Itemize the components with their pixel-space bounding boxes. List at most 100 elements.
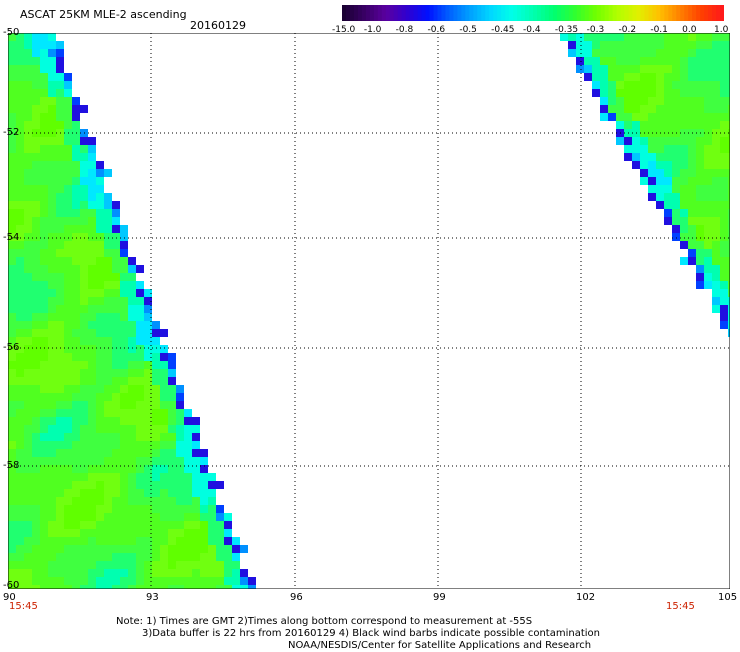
swath-cell <box>728 329 730 337</box>
swath-cell <box>24 505 32 513</box>
colorbar-segment <box>421 5 427 21</box>
swath-cell <box>32 361 40 369</box>
swath-cell <box>144 329 152 337</box>
swath-cell <box>136 457 144 465</box>
swath-cell <box>696 161 704 169</box>
swath-cell <box>48 169 56 177</box>
swath-cell <box>16 305 24 313</box>
swath-cell <box>168 489 176 497</box>
swath-cell <box>40 425 48 433</box>
lat-label-56: -56 <box>3 342 20 353</box>
swath-cell <box>16 465 24 473</box>
swath-cell <box>112 241 120 249</box>
swath-cell <box>664 145 672 153</box>
swath-cell <box>96 185 104 193</box>
swath-cell <box>168 369 176 377</box>
swath-cell <box>672 49 680 57</box>
swath-cell <box>56 145 64 153</box>
swath-cell <box>24 321 32 329</box>
lat-label-58: -58 <box>3 460 20 471</box>
swath-cell <box>144 401 152 409</box>
swath-cell <box>32 369 40 377</box>
swath-cell <box>16 209 24 217</box>
swath-cell <box>88 521 96 529</box>
swath-cell <box>104 425 112 433</box>
swath-cell <box>184 417 192 425</box>
swath-cell <box>136 385 144 393</box>
swath-cell <box>96 305 104 313</box>
swath-cell <box>48 489 56 497</box>
colorbar-segment <box>576 5 582 21</box>
colorbar-segment <box>568 5 574 21</box>
swath-cell <box>160 465 168 473</box>
swath-cell <box>120 273 128 281</box>
swath-cell <box>72 145 80 153</box>
colorbar-segment <box>716 5 721 21</box>
swath-cell <box>16 81 24 89</box>
swath-cell <box>32 217 40 225</box>
colorbar <box>342 5 724 21</box>
swath-cell <box>8 585 16 589</box>
swath-cell <box>720 225 728 233</box>
colorbar-segment <box>457 5 462 21</box>
swath-cell <box>64 257 72 265</box>
swath-cell <box>104 345 112 353</box>
swath-cell <box>184 521 192 529</box>
swath-cell <box>24 465 32 473</box>
colorbar-segment <box>536 5 542 21</box>
swath-cell <box>624 97 632 105</box>
swath-cell <box>128 305 136 313</box>
swath-cell <box>40 153 48 161</box>
swath-cell <box>696 185 704 193</box>
swath-cell <box>64 249 72 257</box>
swath-cell <box>48 537 56 545</box>
swath-cell <box>64 305 72 313</box>
swath-cell <box>16 217 24 225</box>
swath-cell <box>64 473 72 481</box>
swath-cell <box>720 97 728 105</box>
swath-cell <box>152 545 160 553</box>
swath-cell <box>648 57 656 65</box>
swath-cell <box>104 561 112 569</box>
swath-cell <box>24 41 32 49</box>
swath-cell <box>576 57 584 65</box>
swath-cell <box>24 369 32 377</box>
swath-cell <box>232 537 240 545</box>
swath-cell <box>136 369 144 377</box>
swath-cell <box>144 585 152 589</box>
colorbar-segment <box>620 5 626 21</box>
swath-cell <box>56 297 64 305</box>
swath-cell <box>640 65 648 73</box>
swath-cell <box>64 545 72 553</box>
swath-cell <box>8 97 16 105</box>
swath-cell <box>24 57 32 65</box>
swath-cell <box>624 121 632 129</box>
swath-cell <box>728 33 730 41</box>
swath-cell <box>640 97 648 105</box>
swath-cell <box>16 97 24 105</box>
swath-cell <box>704 161 712 169</box>
swath-cell <box>696 73 704 81</box>
swath-cell <box>56 233 64 241</box>
swath-cell <box>192 425 200 433</box>
swath-cell <box>704 33 712 41</box>
swath-cell <box>112 505 120 513</box>
lon-label-96: 96 <box>290 592 303 603</box>
swath-cell <box>176 545 184 553</box>
swath-cell <box>40 217 48 225</box>
swath-cell <box>80 561 88 569</box>
swath-cell <box>704 249 712 257</box>
swath-cell <box>136 441 144 449</box>
swath-cell <box>88 385 96 393</box>
swath-cell <box>656 113 664 121</box>
swath-cell <box>88 481 96 489</box>
swath-cell <box>80 409 88 417</box>
swath-cell <box>120 233 128 241</box>
swath-cell <box>112 305 120 313</box>
swath-cell <box>8 561 16 569</box>
swath-cell <box>200 457 208 465</box>
swath-cell <box>96 297 104 305</box>
swath-cell <box>8 289 16 297</box>
colorbar-segment <box>525 5 530 21</box>
swath-cell <box>112 265 120 273</box>
